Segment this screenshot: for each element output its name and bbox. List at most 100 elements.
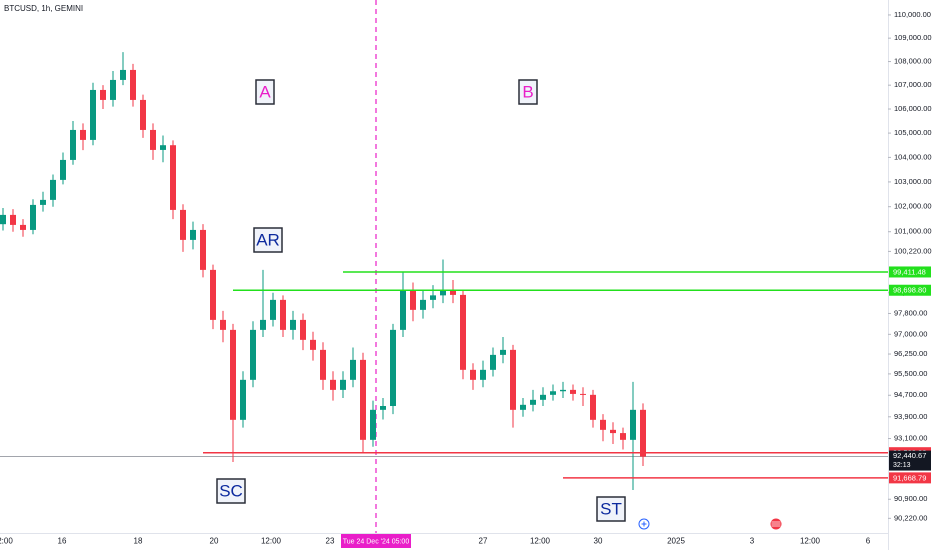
y-tick-label: 110,000.00 — [894, 10, 931, 19]
candle-body — [480, 369, 486, 380]
y-tick-label: 106,000.00 — [894, 104, 932, 113]
candle-body — [170, 145, 176, 210]
candle-body — [540, 394, 546, 400]
countdown: 32:13 — [893, 462, 911, 469]
y-tick-label: 100,220.00 — [894, 246, 932, 255]
candle-body — [360, 359, 366, 440]
flag-icon — [770, 518, 782, 530]
x-tick-label: 20 — [210, 537, 219, 546]
candle-body — [10, 214, 16, 225]
candle-body — [410, 289, 416, 310]
level-label-bg — [889, 472, 931, 484]
x-tick-label: 27 — [479, 537, 488, 546]
candle-body — [100, 89, 106, 100]
x-tick-label: 3 — [750, 537, 755, 546]
candle-body — [370, 409, 376, 440]
level-label: 99,411.48 — [893, 267, 926, 276]
x-tick-label: 12:00 — [261, 537, 282, 546]
candle-body — [630, 409, 636, 440]
x-tick-label: 23 — [326, 537, 335, 546]
crosshair-label-bg — [341, 534, 411, 548]
candle-body — [290, 319, 296, 330]
candle-body — [120, 69, 126, 80]
y-tick-label: 95,500.00 — [894, 369, 927, 378]
candle-body — [160, 145, 166, 150]
annotation-box — [253, 227, 283, 253]
candle-body — [40, 199, 46, 205]
candle-body — [440, 289, 446, 296]
x-tick-label: 2:00 — [0, 537, 13, 546]
candle-body — [280, 299, 286, 330]
candle-body — [80, 129, 86, 140]
annotation-text: SC — [219, 481, 243, 500]
candle-body — [500, 349, 506, 355]
candle-body — [220, 319, 226, 330]
y-tick-label: 107,000.00 — [894, 80, 932, 89]
y-tick-label: 105,000.00 — [894, 128, 932, 137]
candle-body — [390, 329, 396, 407]
candle-body — [330, 379, 336, 390]
candle-body — [400, 289, 406, 330]
y-tick-label: 104,000.00 — [894, 152, 932, 161]
candle-body — [550, 391, 556, 395]
y-tick-label: 97,800.00 — [894, 308, 927, 317]
candle-body — [380, 406, 386, 410]
candle-body — [320, 349, 326, 380]
y-tick-label: 102,000.00 — [894, 202, 932, 211]
y-tick-label: 93,100.00 — [894, 434, 927, 443]
candle-body — [90, 89, 96, 140]
currency-icon — [638, 518, 650, 530]
y-tick-label: 108,000.00 — [894, 57, 932, 66]
candle-body — [310, 339, 316, 350]
y-tick-label: 103,000.00 — [894, 177, 932, 186]
candle-body — [620, 433, 626, 440]
candle-body — [600, 419, 606, 430]
annotation-text: B — [522, 82, 533, 101]
y-tick-label: 94,700.00 — [894, 390, 927, 399]
x-tick-label: 30 — [594, 537, 603, 546]
candle-body — [420, 299, 426, 310]
x-tick-label: 2025 — [667, 537, 685, 546]
x-tick-label: 12:00 — [530, 537, 551, 546]
candle-body — [270, 299, 276, 320]
candle-body — [190, 229, 196, 240]
candle-body — [130, 69, 136, 100]
candle-body — [510, 349, 516, 410]
candle-body — [520, 404, 526, 410]
y-tick-label: 109,000.00 — [894, 33, 932, 42]
candle-body — [0, 214, 6, 225]
candle-body — [110, 79, 116, 100]
annotation-box — [216, 478, 246, 504]
crosshair-label: Tue 24 Dec '24 05:00 — [343, 538, 410, 545]
x-tick-label: 18 — [134, 537, 143, 546]
candle-body — [200, 229, 206, 270]
level-label: 98,698.80 — [893, 286, 926, 295]
y-tick-label: 97,000.00 — [894, 329, 927, 338]
candle-body — [250, 329, 256, 380]
candle-body — [70, 129, 76, 160]
candle-body — [560, 389, 566, 392]
y-tick-label: 90,900.00 — [894, 494, 927, 503]
candle-body — [50, 179, 56, 200]
chart-title: BTCUSD, 1h, GEMINI — [4, 4, 83, 13]
x-tick-label: 12:00 — [800, 537, 821, 546]
y-tick-label: 90,220.00 — [894, 513, 927, 522]
candle-body — [260, 319, 266, 330]
annotation-box — [596, 496, 626, 522]
candle-body — [240, 379, 246, 420]
candle-body — [640, 409, 646, 457]
candle-body — [490, 354, 496, 370]
level-label: 91,668.79 — [893, 473, 926, 482]
candle-body — [300, 319, 306, 340]
last-price-bg — [889, 450, 931, 471]
level-label-bg — [889, 284, 931, 296]
y-tick-label: 96,250.00 — [894, 349, 927, 358]
candle-body — [210, 269, 216, 320]
candle-body — [140, 99, 146, 130]
y-tick-label: 93,900.00 — [894, 412, 927, 421]
candle-body — [230, 329, 236, 420]
candle-body — [340, 379, 346, 390]
x-tick-label: 16 — [58, 537, 67, 546]
